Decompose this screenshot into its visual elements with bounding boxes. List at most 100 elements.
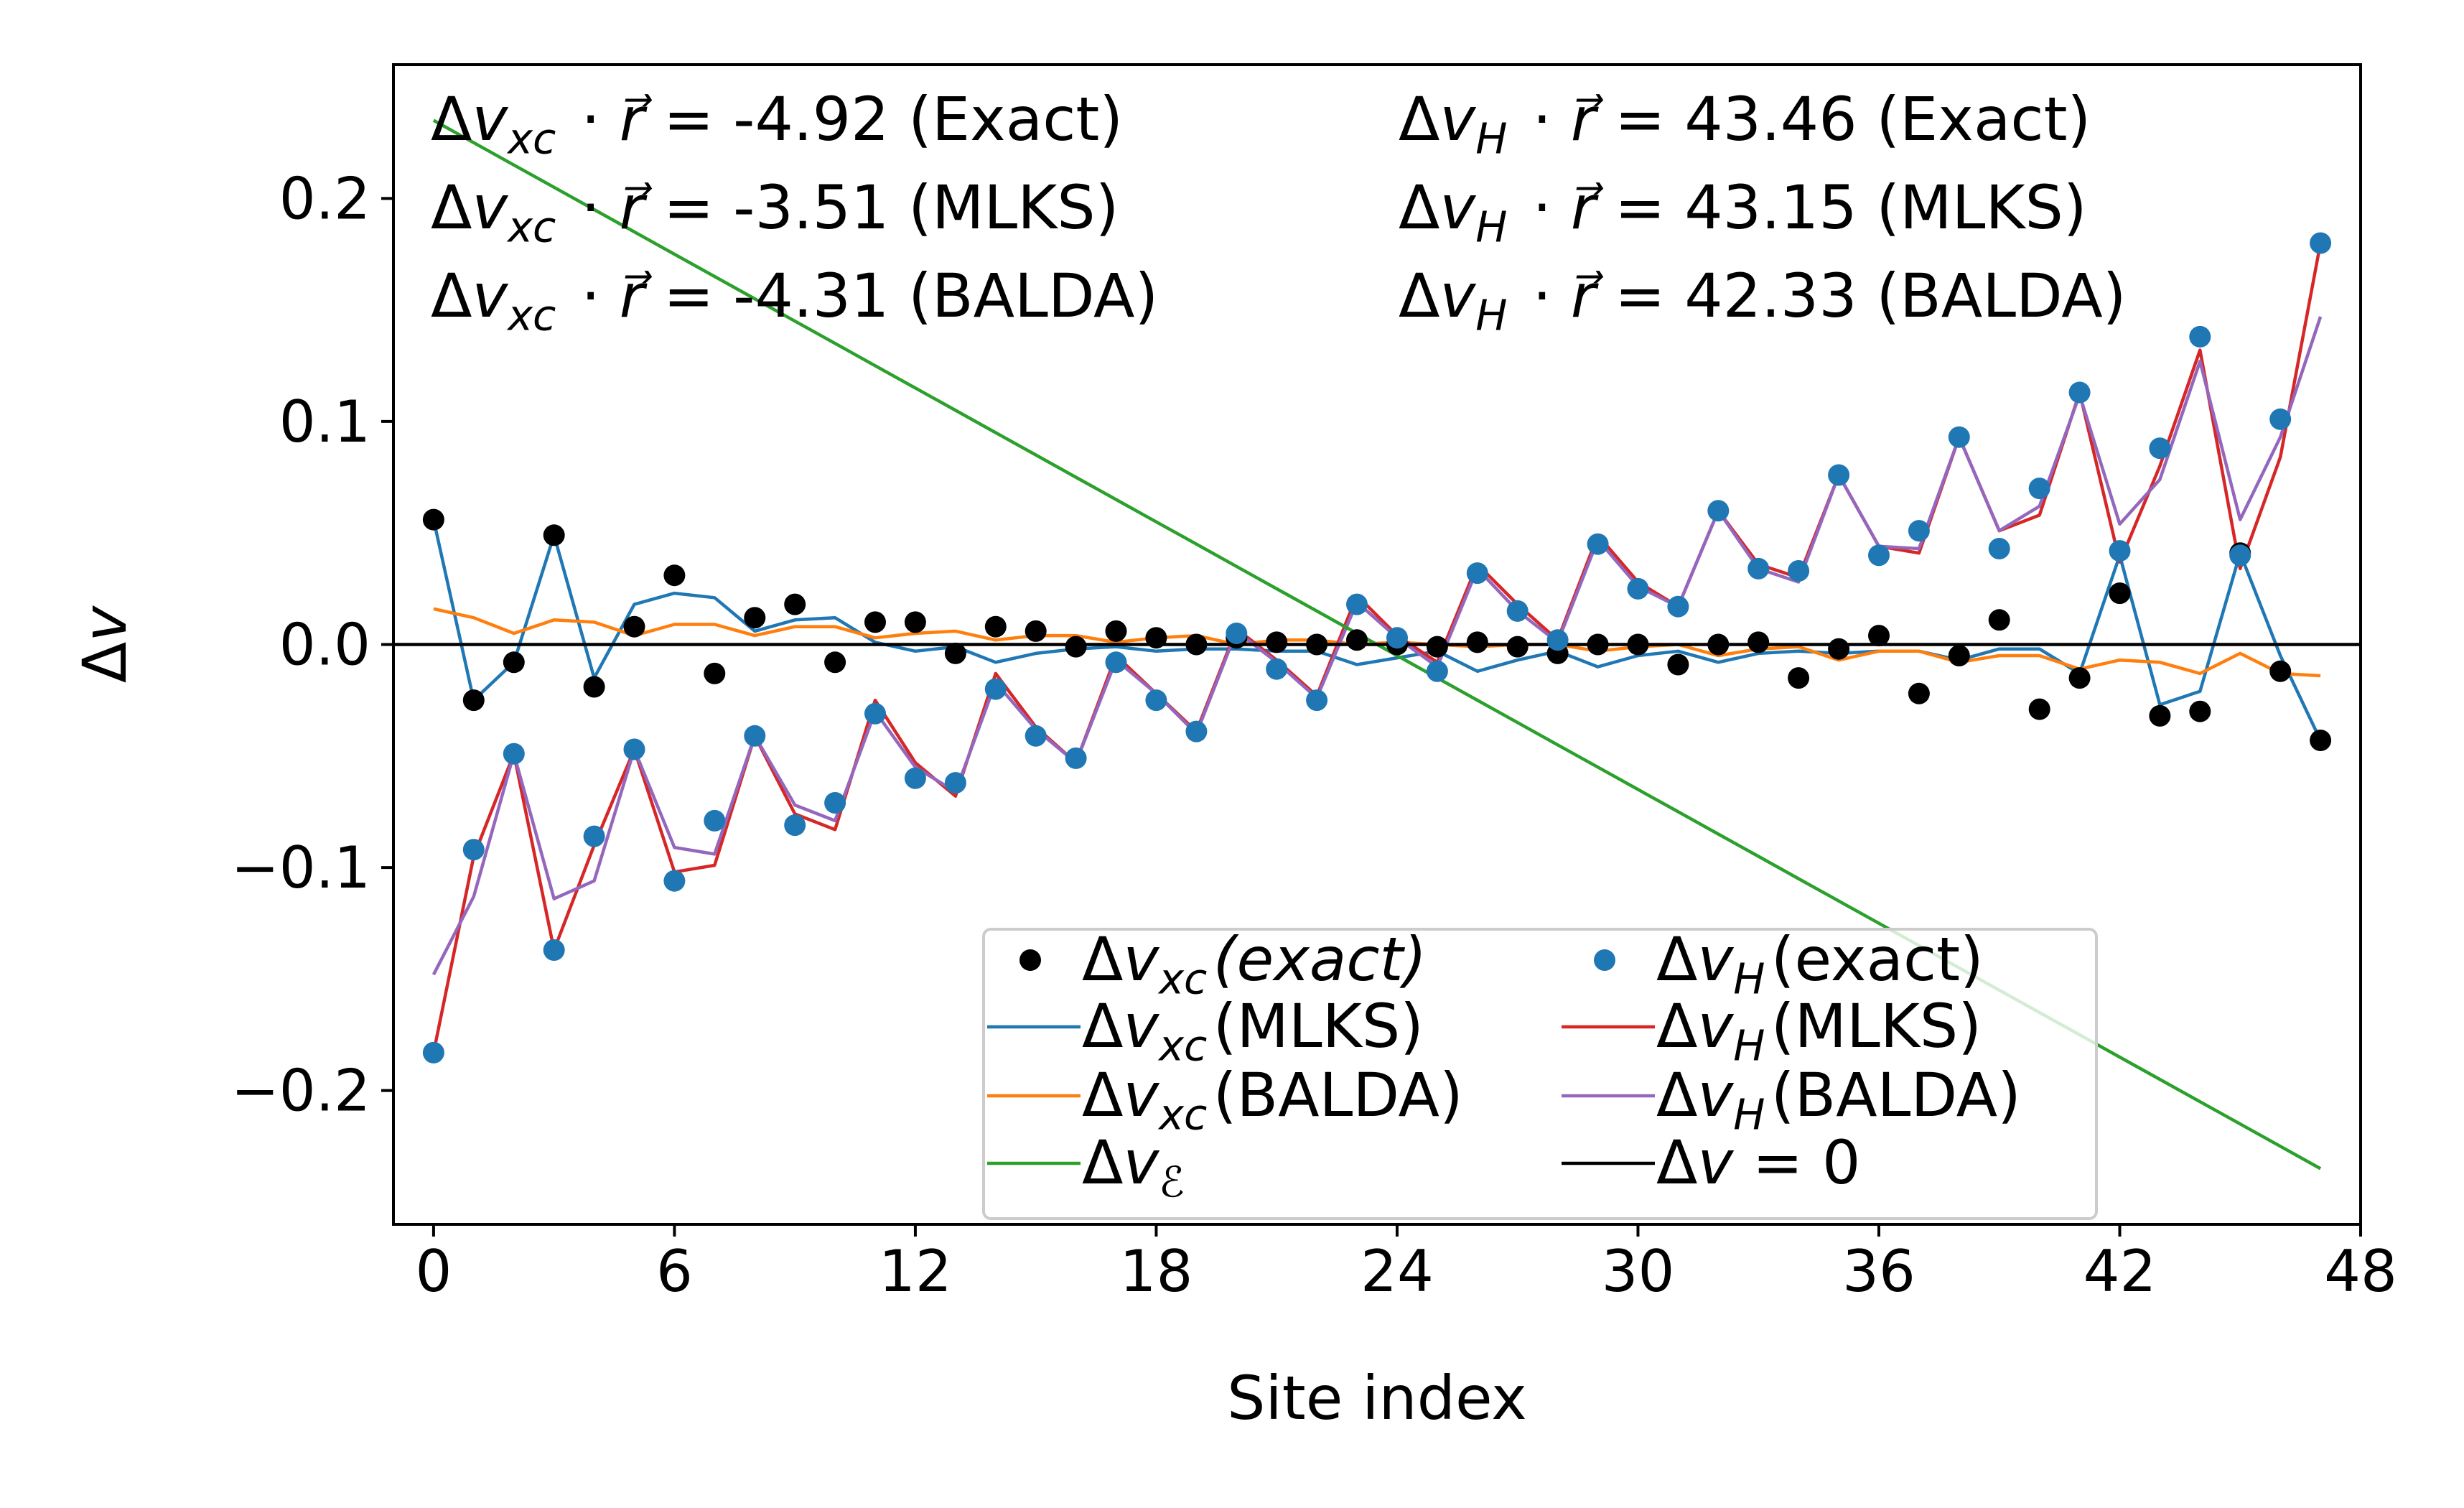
- point-vh_exact-22: [1306, 689, 1328, 712]
- series-line-vh_balda: [431, 316, 2323, 976]
- point-vh_exact-47: [2310, 232, 2332, 254]
- point-vh_exact-28: [1546, 629, 1569, 651]
- point-vxc_exact-13: [944, 642, 966, 664]
- legend-label-zero: Δv = 0: [1656, 1127, 1860, 1198]
- legend-marker-vh_exact: [1594, 949, 1615, 971]
- point-vxc_exact-46: [2269, 660, 2292, 682]
- point-vh_exact-17: [1105, 651, 1127, 674]
- point-vh_exact-40: [2028, 478, 2050, 500]
- point-vh_exact-21: [1266, 658, 1288, 680]
- point-vh_exact-34: [1788, 560, 1810, 582]
- legend-label-vxc_balda: Δvxc (BALDA): [1082, 1060, 1463, 1139]
- point-vh_exact-19: [1185, 720, 1208, 743]
- point-vxc_exact-8: [744, 607, 766, 629]
- point-vh_exact-23: [1346, 593, 1368, 615]
- point-vxc_exact-35: [1828, 638, 1850, 660]
- x-tick-label: 6: [656, 1238, 693, 1305]
- point-vxc_exact-47: [2310, 730, 2332, 751]
- point-vxc_exact-34: [1788, 667, 1810, 689]
- point-vxc_exact-11: [864, 611, 886, 633]
- point-vh_exact-43: [2149, 437, 2171, 460]
- x-tick-label: 30: [1602, 1238, 1675, 1305]
- point-vh_exact-3: [543, 939, 565, 961]
- point-vh_exact-29: [1587, 533, 1609, 555]
- legend-label-v_field: Δvℰ: [1082, 1127, 1190, 1206]
- annotation-text: ΔvH · r⃗ = 42.33 (BALDA): [1399, 261, 2127, 340]
- point-vh_exact-4: [583, 825, 605, 847]
- x-tick-label: 18: [1120, 1238, 1193, 1305]
- point-vxc_exact-44: [2189, 700, 2211, 722]
- point-vh_exact-20: [1226, 623, 1248, 644]
- annotation-layer: Δvxc · r⃗ = -4.92 (Exact) Δvxc · r⃗ = -3.…: [431, 84, 2127, 340]
- point-vh_exact-33: [1747, 557, 1770, 580]
- point-vxc_exact-16: [1065, 636, 1087, 658]
- annotation-text: ΔvH · r⃗ = 43.15 (MLKS): [1399, 172, 2087, 251]
- point-vh_exact-41: [2068, 381, 2091, 404]
- annotation-text: Δvxc · r⃗ = -3.51 (MLKS): [431, 172, 1119, 251]
- point-vxc_exact-6: [663, 564, 686, 587]
- point-vh_exact-37: [1908, 520, 1930, 542]
- point-vxc_exact-41: [2068, 667, 2091, 689]
- point-vxc_exact-21: [1266, 631, 1288, 653]
- point-vxc_exact-39: [1988, 609, 2010, 631]
- y-tick-label: 0.2: [279, 165, 370, 232]
- point-vxc_exact-42: [2109, 582, 2131, 605]
- point-vxc_exact-33: [1747, 631, 1770, 653]
- point-vxc_exact-12: [904, 611, 926, 633]
- point-vxc_exact-27: [1506, 636, 1529, 658]
- y-tick-label: −0.1: [231, 834, 370, 901]
- point-vh_exact-10: [824, 792, 846, 814]
- point-vxc_exact-30: [1627, 633, 1649, 656]
- point-vxc_exact-3: [543, 524, 565, 546]
- point-vh_exact-35: [1828, 464, 1850, 486]
- point-vxc_exact-9: [784, 593, 806, 615]
- point-vxc_exact-36: [1868, 625, 1890, 647]
- legend-marker-vxc_exact: [1019, 949, 1041, 971]
- point-vh_exact-5: [623, 738, 645, 760]
- point-vh_exact-8: [744, 725, 766, 747]
- y-tick-label: 0.1: [279, 388, 370, 455]
- point-vh_exact-9: [784, 814, 806, 837]
- point-vxc_exact-17: [1105, 620, 1127, 642]
- point-vh_exact-32: [1707, 500, 1730, 522]
- x-tick-label: 36: [1842, 1238, 1915, 1305]
- legend-label-vxc_exact: Δvxc (exact): [1082, 924, 1427, 1003]
- point-vh_exact-30: [1627, 577, 1649, 600]
- point-vxc_exact-5: [623, 615, 645, 638]
- point-vxc_exact-43: [2149, 704, 2171, 727]
- point-vh_exact-14: [984, 678, 1007, 700]
- point-vh_exact-2: [503, 743, 525, 765]
- point-vh_exact-39: [1988, 538, 2010, 559]
- point-vh_exact-13: [944, 772, 966, 794]
- point-vxc_exact-26: [1466, 631, 1488, 653]
- point-vh_exact-36: [1868, 544, 1890, 567]
- annotation-text: ΔvH · r⃗ = 43.46 (Exact): [1399, 84, 2091, 163]
- point-vxc_exact-23: [1346, 629, 1368, 651]
- point-vxc_exact-19: [1185, 633, 1208, 656]
- point-vxc_exact-40: [2028, 698, 2050, 720]
- point-vh_exact-25: [1426, 660, 1448, 682]
- y-tick-label: 0.0: [279, 612, 370, 679]
- x-tick-label: 0: [415, 1238, 452, 1305]
- plot-series-layer: [393, 118, 2361, 1170]
- point-vh_exact-26: [1466, 562, 1488, 585]
- point-vh_exact-11: [864, 702, 886, 725]
- x-tick-label: 24: [1361, 1238, 1434, 1305]
- legend-label-vh_balda: ΔvH (BALDA): [1656, 1060, 2021, 1139]
- point-vxc_exact-32: [1707, 633, 1730, 656]
- point-vh_exact-46: [2269, 408, 2292, 430]
- point-vxc_exact-37: [1908, 682, 1930, 704]
- point-vh_exact-45: [2229, 544, 2251, 567]
- point-vh_exact-27: [1506, 600, 1529, 622]
- x-tick-label: 12: [879, 1238, 952, 1305]
- point-vxc_exact-15: [1025, 620, 1047, 642]
- point-vh_exact-12: [904, 767, 926, 789]
- annotation-text: Δvxc · r⃗ = -4.92 (Exact): [431, 84, 1123, 163]
- point-vxc_exact-14: [984, 615, 1007, 638]
- legend-box: [982, 928, 2098, 1220]
- point-vxc_exact-2: [503, 651, 525, 674]
- point-vxc_exact-4: [583, 676, 605, 698]
- point-vxc_exact-10: [824, 651, 846, 674]
- point-vh_exact-7: [704, 809, 726, 832]
